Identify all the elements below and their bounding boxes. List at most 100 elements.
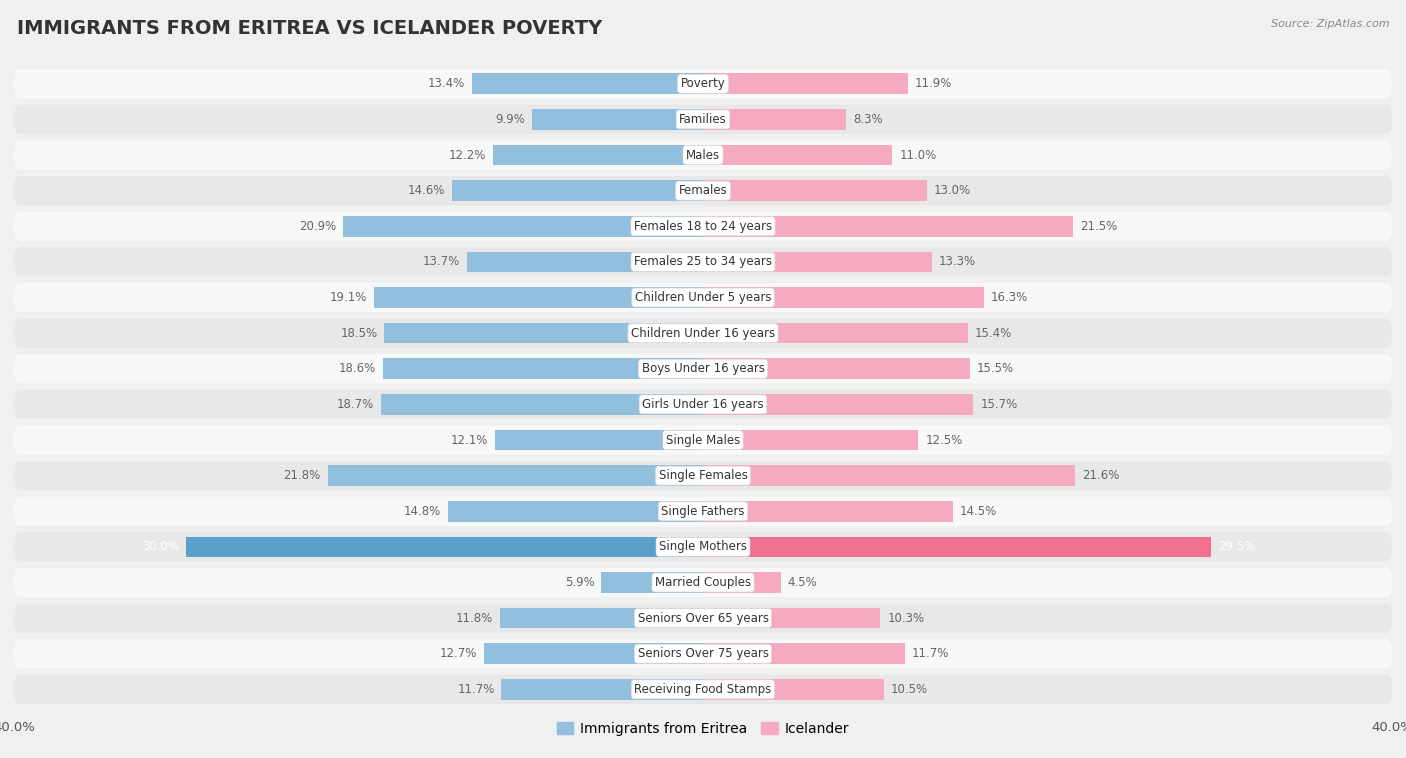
Bar	[502, 679, 703, 700]
Text: 14.6%: 14.6%	[408, 184, 444, 197]
FancyBboxPatch shape	[14, 211, 1392, 241]
Text: Poverty: Poverty	[681, 77, 725, 90]
Bar	[449, 501, 703, 522]
Bar	[343, 216, 703, 236]
Text: Girls Under 16 years: Girls Under 16 years	[643, 398, 763, 411]
Bar	[703, 644, 904, 664]
Bar	[703, 74, 908, 94]
Text: 8.3%: 8.3%	[853, 113, 883, 126]
Bar	[186, 537, 703, 557]
Text: 29.5%: 29.5%	[1218, 540, 1256, 553]
Bar	[328, 465, 703, 486]
Bar	[703, 608, 880, 628]
Bar	[484, 644, 703, 664]
Text: 21.8%: 21.8%	[284, 469, 321, 482]
Text: Married Couples: Married Couples	[655, 576, 751, 589]
Text: Single Females: Single Females	[658, 469, 748, 482]
Text: Females 25 to 34 years: Females 25 to 34 years	[634, 255, 772, 268]
Text: 5.9%: 5.9%	[565, 576, 595, 589]
Text: 11.8%: 11.8%	[456, 612, 494, 625]
Text: 18.7%: 18.7%	[337, 398, 374, 411]
Text: Children Under 16 years: Children Under 16 years	[631, 327, 775, 340]
FancyBboxPatch shape	[14, 390, 1392, 419]
Bar	[495, 430, 703, 450]
FancyBboxPatch shape	[14, 461, 1392, 490]
Text: Single Mothers: Single Mothers	[659, 540, 747, 553]
FancyBboxPatch shape	[14, 425, 1392, 455]
FancyBboxPatch shape	[14, 318, 1392, 348]
Text: 21.6%: 21.6%	[1083, 469, 1119, 482]
Text: 15.5%: 15.5%	[977, 362, 1014, 375]
FancyBboxPatch shape	[14, 176, 1392, 205]
Bar	[703, 430, 918, 450]
FancyBboxPatch shape	[14, 283, 1392, 312]
FancyBboxPatch shape	[14, 247, 1392, 277]
Bar	[494, 145, 703, 165]
Bar	[703, 287, 984, 308]
Bar	[703, 359, 970, 379]
FancyBboxPatch shape	[14, 568, 1392, 597]
Text: 4.5%: 4.5%	[787, 576, 817, 589]
Bar	[703, 323, 969, 343]
Text: 19.1%: 19.1%	[330, 291, 367, 304]
Text: Single Males: Single Males	[666, 434, 740, 446]
Bar	[374, 287, 703, 308]
FancyBboxPatch shape	[14, 532, 1392, 562]
Text: 13.0%: 13.0%	[934, 184, 972, 197]
Text: 12.5%: 12.5%	[925, 434, 963, 446]
Text: Females: Females	[679, 184, 727, 197]
Text: Boys Under 16 years: Boys Under 16 years	[641, 362, 765, 375]
Text: 15.4%: 15.4%	[976, 327, 1012, 340]
Text: 14.8%: 14.8%	[404, 505, 441, 518]
Text: 18.5%: 18.5%	[340, 327, 377, 340]
Bar	[703, 252, 932, 272]
Text: 15.7%: 15.7%	[980, 398, 1018, 411]
Legend: Immigrants from Eritrea, Icelander: Immigrants from Eritrea, Icelander	[551, 716, 855, 741]
Text: 16.3%: 16.3%	[991, 291, 1028, 304]
Bar	[499, 608, 703, 628]
Text: 14.5%: 14.5%	[960, 505, 997, 518]
Text: 20.9%: 20.9%	[299, 220, 336, 233]
Text: 9.9%: 9.9%	[496, 113, 526, 126]
Text: 13.3%: 13.3%	[939, 255, 976, 268]
Bar	[703, 394, 973, 415]
FancyBboxPatch shape	[14, 639, 1392, 669]
Text: Children Under 5 years: Children Under 5 years	[634, 291, 772, 304]
Text: 13.4%: 13.4%	[427, 77, 465, 90]
Bar	[703, 537, 1211, 557]
FancyBboxPatch shape	[14, 675, 1392, 704]
Text: 10.5%: 10.5%	[891, 683, 928, 696]
Text: 12.2%: 12.2%	[449, 149, 486, 161]
FancyBboxPatch shape	[14, 496, 1392, 526]
Text: Seniors Over 75 years: Seniors Over 75 years	[637, 647, 769, 660]
FancyBboxPatch shape	[14, 140, 1392, 170]
Bar	[703, 145, 893, 165]
FancyBboxPatch shape	[14, 69, 1392, 99]
Bar	[703, 109, 846, 130]
Bar	[703, 216, 1073, 236]
Text: 18.6%: 18.6%	[339, 362, 375, 375]
Text: 11.7%: 11.7%	[911, 647, 949, 660]
Bar	[467, 252, 703, 272]
Bar	[382, 359, 703, 379]
Bar	[451, 180, 703, 201]
Text: 11.7%: 11.7%	[457, 683, 495, 696]
Text: 11.9%: 11.9%	[915, 77, 952, 90]
Text: 12.1%: 12.1%	[450, 434, 488, 446]
FancyBboxPatch shape	[14, 105, 1392, 134]
Text: 12.7%: 12.7%	[440, 647, 478, 660]
Text: Source: ZipAtlas.com: Source: ZipAtlas.com	[1271, 19, 1389, 29]
Bar	[533, 109, 703, 130]
Bar	[703, 679, 884, 700]
Bar	[381, 394, 703, 415]
Bar	[472, 74, 703, 94]
Text: 13.7%: 13.7%	[423, 255, 460, 268]
Text: IMMIGRANTS FROM ERITREA VS ICELANDER POVERTY: IMMIGRANTS FROM ERITREA VS ICELANDER POV…	[17, 19, 602, 38]
Text: 10.3%: 10.3%	[887, 612, 924, 625]
Text: Males: Males	[686, 149, 720, 161]
Text: Seniors Over 65 years: Seniors Over 65 years	[637, 612, 769, 625]
Text: Single Fathers: Single Fathers	[661, 505, 745, 518]
Bar	[384, 323, 703, 343]
Bar	[703, 465, 1076, 486]
Text: Females 18 to 24 years: Females 18 to 24 years	[634, 220, 772, 233]
